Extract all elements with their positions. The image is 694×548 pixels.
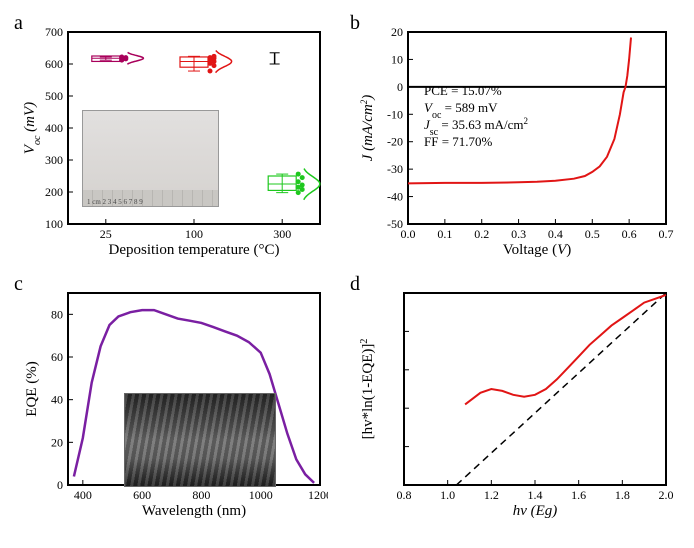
- svg-text:600: 600: [45, 57, 63, 71]
- svg-text:-20: -20: [387, 135, 403, 149]
- panel-b-label: b: [350, 12, 360, 35]
- svg-text:0.2: 0.2: [474, 227, 489, 241]
- svg-text:-10: -10: [387, 107, 403, 121]
- svg-text:hv (Eg): hv (Eg): [513, 503, 558, 519]
- svg-text:0.0: 0.0: [401, 227, 416, 241]
- svg-text:0.3: 0.3: [511, 227, 526, 241]
- svg-text:60: 60: [51, 350, 63, 364]
- svg-text:Deposition temperature (°C): Deposition temperature (°C): [109, 242, 280, 258]
- svg-text:Voc (mV): Voc (mV): [22, 102, 43, 154]
- svg-text:100: 100: [185, 227, 203, 241]
- svg-text:1.6: 1.6: [571, 488, 586, 502]
- svg-text:0: 0: [57, 478, 63, 492]
- svg-text:600: 600: [133, 488, 151, 502]
- panel-a-label: a: [14, 12, 23, 35]
- panel-d: d 0.81.01.21.41.61.82.0hv (Eg)[hv*ln(1-E…: [356, 281, 674, 528]
- svg-text:20: 20: [391, 25, 403, 39]
- panel-b-annotation: PCE = 15.07%: [424, 83, 502, 98]
- svg-text:40: 40: [51, 393, 63, 407]
- svg-text:0.4: 0.4: [548, 227, 563, 241]
- panel-b: b -50-40-30-20-10010200.00.10.20.30.40.5…: [356, 20, 674, 267]
- svg-text:1.8: 1.8: [615, 488, 630, 502]
- panel-a: a 10020030040050060070025100300Depositio…: [20, 20, 334, 267]
- svg-text:1000: 1000: [249, 488, 273, 502]
- svg-text:2.0: 2.0: [659, 488, 674, 502]
- panel-d-plot: 0.8 1.0 1.2 1.4 1.6 1.8 2.0 hv (Eg) [hv*ln(1-EQE…: [356, 281, 674, 521]
- svg-text:300: 300: [45, 153, 63, 167]
- panel-a-inset-ruler: 1 cm 2 3 4 5 6 7 8 9: [83, 190, 218, 206]
- svg-text:400: 400: [74, 488, 92, 502]
- svg-text:700: 700: [45, 25, 63, 39]
- svg-text:[hv*ln(1-EQE)]2: [hv*ln(1-EQE)]2: [359, 339, 377, 440]
- panel-c-inset-sem: [124, 393, 276, 487]
- figure-grid: a 10020030040050060070025100300Depositio…: [20, 20, 674, 528]
- panel-c-label: c: [14, 273, 23, 296]
- svg-text:200: 200: [45, 185, 63, 199]
- svg-text:1.4: 1.4: [528, 488, 543, 502]
- svg-text:1.0: 1.0: [440, 488, 455, 502]
- svg-text:0.7: 0.7: [659, 227, 674, 241]
- svg-text:25: 25: [100, 227, 112, 241]
- svg-text:100: 100: [45, 217, 63, 231]
- svg-text:80: 80: [51, 307, 63, 321]
- svg-text:J (mA/cm2): J (mA/cm2): [359, 95, 376, 162]
- panel-b-plot: -50-40-30-20-10010200.00.10.20.30.40.50.…: [356, 20, 674, 260]
- svg-text:EQE (%): EQE (%): [24, 361, 40, 416]
- svg-text:300: 300: [273, 227, 291, 241]
- svg-text:0.5: 0.5: [585, 227, 600, 241]
- svg-text:500: 500: [45, 89, 63, 103]
- svg-text:400: 400: [45, 121, 63, 135]
- panel-a-inset-photo: 1 cm 2 3 4 5 6 7 8 9: [82, 110, 219, 207]
- svg-text:Wavelength (nm): Wavelength (nm): [142, 503, 246, 519]
- panel-b-annotation: FF = 71.70%: [424, 134, 493, 149]
- svg-text:1200: 1200: [308, 488, 328, 502]
- panel-d-label: d: [350, 273, 360, 296]
- svg-text:0.6: 0.6: [622, 227, 637, 241]
- svg-text:20: 20: [51, 435, 63, 449]
- svg-text:1.2: 1.2: [484, 488, 499, 502]
- svg-text:-40: -40: [387, 190, 403, 204]
- svg-text:0.8: 0.8: [397, 488, 412, 502]
- panel-c: c 02040608040060080010001200Wavelength (…: [20, 281, 334, 528]
- svg-text:0.1: 0.1: [437, 227, 452, 241]
- svg-text:10: 10: [391, 52, 403, 66]
- sem-texture: [125, 394, 275, 486]
- svg-text:Voltage (V): Voltage (V): [503, 242, 571, 258]
- svg-text:0: 0: [397, 80, 403, 94]
- svg-text:-30: -30: [387, 162, 403, 176]
- svg-text:800: 800: [192, 488, 210, 502]
